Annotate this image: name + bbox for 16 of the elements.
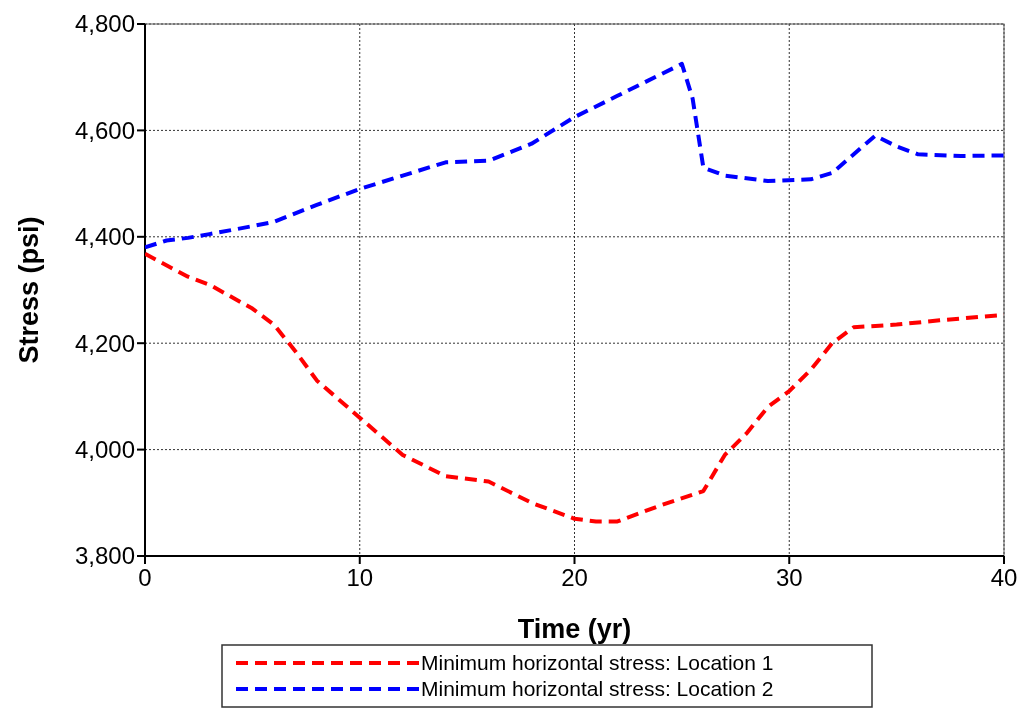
x-axis-title: Time (yr): [517, 614, 632, 644]
x-tick-label: 30: [775, 564, 803, 591]
legend-label: Minimum horizontal stress: Location 2: [421, 677, 774, 701]
x-tick-label: 20: [561, 564, 588, 591]
x-tick-label: 40: [990, 564, 1018, 591]
y-tick-label: 4,400: [74, 223, 135, 251]
y-tick-label: 4,600: [74, 116, 135, 144]
y-tick-label: 4,000: [74, 436, 135, 463]
y-tick-label: 3,800: [74, 542, 135, 570]
x-tick-label: 0: [138, 564, 152, 591]
y-tick-label: 4,800: [74, 10, 135, 38]
y-axis-title: Stress (psi): [14, 216, 44, 364]
legend-label: Minimum horizontal stress: Location 1: [421, 651, 774, 675]
y-tick-label: 4,200: [74, 329, 135, 357]
x-tick-label: 10: [346, 564, 374, 591]
line-series: [145, 61, 1004, 250]
